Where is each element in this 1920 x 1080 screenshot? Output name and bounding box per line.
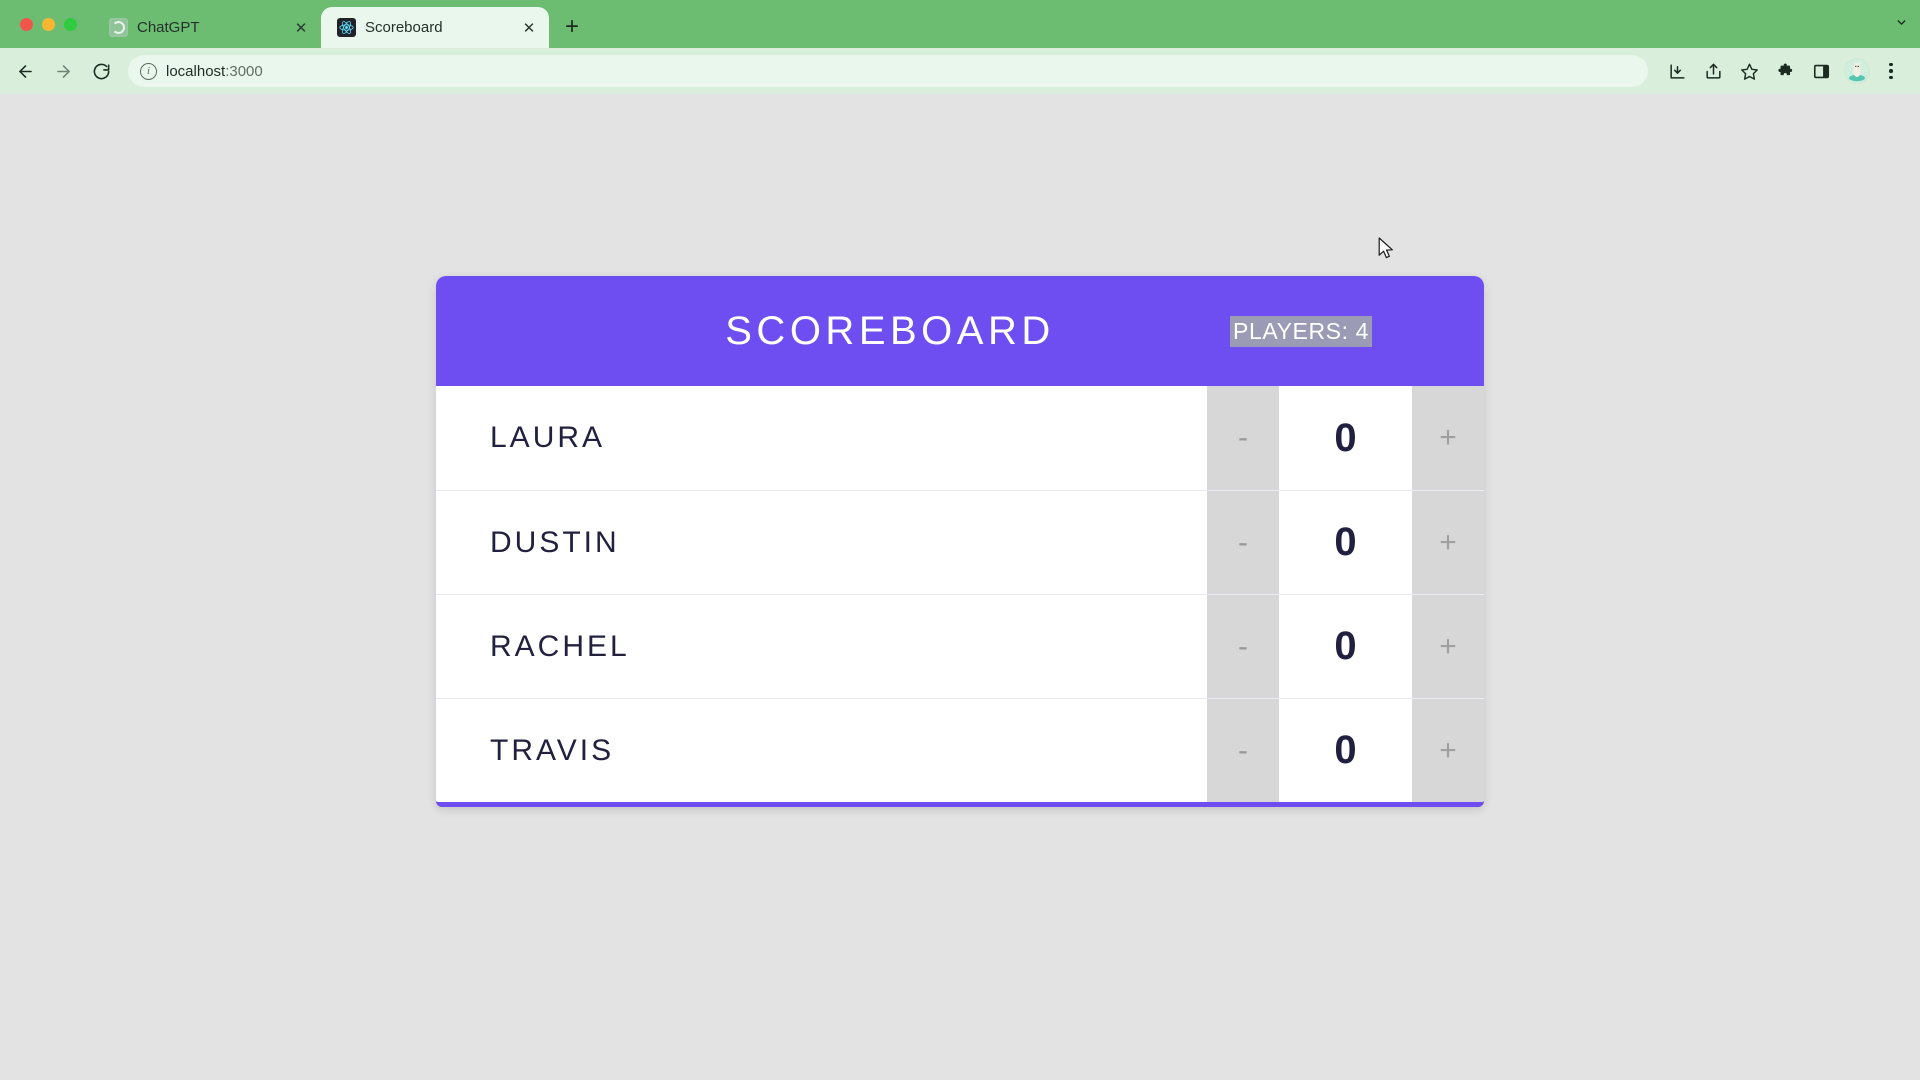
- decrement-score-button[interactable]: -: [1207, 699, 1279, 802]
- players-count-badge: PLAYERS: 4: [1230, 315, 1372, 347]
- player-score: 0: [1279, 699, 1412, 802]
- window-traffic-lights: [14, 0, 93, 48]
- player-score: 0: [1279, 491, 1412, 594]
- player-list: LAURA - 0 + DUSTIN - 0 + RACHEL - 0 +: [436, 386, 1484, 802]
- tab-search-chevron-down-icon[interactable]: [1895, 16, 1908, 32]
- minimize-window-button[interactable]: [42, 17, 55, 31]
- player-name: RACHEL: [436, 595, 1207, 698]
- tab-strip-right: [1895, 0, 1920, 48]
- player-row: TRAVIS - 0 +: [436, 698, 1484, 802]
- tab-scoreboard[interactable]: Scoreboard ✕: [321, 7, 549, 48]
- address-bar[interactable]: i localhost:3000: [128, 55, 1648, 87]
- side-panel-icon[interactable]: [1804, 54, 1838, 88]
- close-tab-button[interactable]: ✕: [294, 19, 308, 37]
- kebab-dot: [1889, 69, 1893, 73]
- tab-title: Scoreboard: [365, 19, 443, 36]
- decrement-score-button[interactable]: -: [1207, 595, 1279, 698]
- address-bar-url: localhost:3000: [166, 63, 263, 80]
- increment-score-button[interactable]: +: [1412, 595, 1484, 698]
- maximize-window-button[interactable]: [64, 17, 77, 31]
- download-icon[interactable]: [1660, 54, 1694, 88]
- extensions-puzzle-icon[interactable]: [1768, 54, 1802, 88]
- bookmark-star-icon[interactable]: [1732, 54, 1766, 88]
- increment-score-button[interactable]: +: [1412, 386, 1484, 490]
- close-tab-button[interactable]: ✕: [522, 19, 536, 37]
- new-tab-button[interactable]: +: [564, 13, 579, 40]
- url-host: localhost: [166, 62, 226, 80]
- decrement-score-button[interactable]: -: [1207, 386, 1279, 490]
- toolbar-actions: [1660, 54, 1906, 88]
- page-title: SCOREBOARD: [725, 308, 1055, 353]
- site-info-icon[interactable]: i: [140, 62, 157, 80]
- tab-strip: ChatGPT ✕ Scoreboard ✕ +: [0, 0, 1920, 48]
- share-icon[interactable]: [1696, 54, 1730, 88]
- react-icon: [337, 18, 356, 37]
- tab-chatgpt[interactable]: ChatGPT ✕: [93, 7, 321, 48]
- back-arrow-icon[interactable]: [8, 54, 42, 88]
- reload-icon[interactable]: [84, 54, 118, 88]
- close-window-button[interactable]: [20, 17, 33, 31]
- player-name: DUSTIN: [436, 491, 1207, 594]
- chrome-menu-kebab-icon[interactable]: [1876, 56, 1906, 86]
- chatgpt-icon: [109, 18, 128, 37]
- forward-arrow-icon[interactable]: [46, 54, 80, 88]
- tab-title: ChatGPT: [137, 19, 200, 36]
- player-name: TRAVIS: [436, 699, 1207, 802]
- player-row: LAURA - 0 +: [436, 386, 1484, 490]
- profile-avatar[interactable]: [1844, 58, 1870, 84]
- player-row: RACHEL - 0 +: [436, 594, 1484, 698]
- player-score: 0: [1279, 595, 1412, 698]
- scoreboard-header: SCOREBOARD PLAYERS: 4: [436, 276, 1484, 386]
- kebab-dot: [1889, 62, 1893, 67]
- increment-score-button[interactable]: +: [1412, 699, 1484, 802]
- increment-score-button[interactable]: +: [1412, 491, 1484, 594]
- player-name: LAURA: [436, 386, 1207, 490]
- player-row: DUSTIN - 0 +: [436, 490, 1484, 594]
- decrement-score-button[interactable]: -: [1207, 491, 1279, 594]
- browser-toolbar: i localhost:3000: [0, 48, 1920, 94]
- url-port: :3000: [225, 62, 263, 80]
- page-viewport: SCOREBOARD PLAYERS: 4 LAURA - 0 + DUSTIN…: [0, 94, 1920, 1080]
- scoreboard-card: SCOREBOARD PLAYERS: 4 LAURA - 0 + DUSTIN…: [436, 276, 1484, 807]
- mouse-cursor: [1378, 237, 1393, 259]
- kebab-dot: [1889, 75, 1893, 80]
- player-score: 0: [1279, 386, 1412, 490]
